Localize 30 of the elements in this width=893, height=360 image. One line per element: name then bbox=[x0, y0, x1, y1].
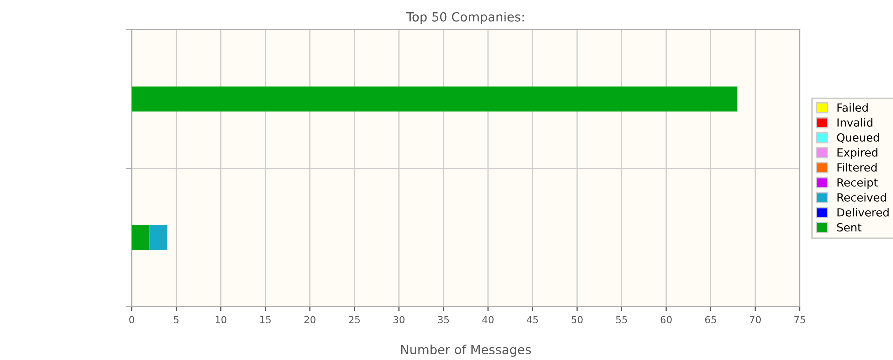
x-tick-label: 15 bbox=[260, 316, 271, 324]
x-tick-label: 70 bbox=[750, 316, 762, 324]
legend-label: Invalid bbox=[838, 118, 873, 127]
legend-label: Queued bbox=[837, 133, 880, 144]
x-tick-label: 75 bbox=[794, 316, 806, 324]
x-axis-title: Number of Messages bbox=[401, 344, 532, 357]
bar bbox=[132, 86, 738, 112]
bar bbox=[132, 225, 150, 250]
x-tick-label: 20 bbox=[304, 316, 316, 324]
x-tick-label: 10 bbox=[216, 316, 227, 324]
x-tick-label: 45 bbox=[527, 316, 538, 324]
x-tick-label: 25 bbox=[349, 316, 360, 324]
chart-title: Top 50 Companies: bbox=[406, 12, 524, 24]
x-tick-label: 60 bbox=[660, 316, 672, 324]
legend-label: Sent bbox=[837, 223, 862, 232]
x-tick-label: 35 bbox=[438, 316, 450, 324]
x-tick-label: 55 bbox=[616, 316, 628, 324]
bar bbox=[150, 225, 168, 250]
x-tick-label: 5 bbox=[174, 316, 179, 324]
x-tick-label: 65 bbox=[705, 316, 716, 324]
x-tick-label: 0 bbox=[130, 316, 134, 324]
legend-label: Filtered bbox=[838, 163, 877, 172]
legend-label: Failed bbox=[838, 103, 868, 112]
x-tick-label: 40 bbox=[482, 316, 494, 324]
legend-label: Received bbox=[838, 193, 886, 202]
x-tick-label: 50 bbox=[572, 316, 583, 324]
x-tick-label: 30 bbox=[394, 316, 405, 324]
legend-label: Delivered bbox=[838, 208, 889, 217]
legend-label: Expired bbox=[838, 148, 878, 160]
legend-label: Receipt bbox=[838, 178, 878, 190]
